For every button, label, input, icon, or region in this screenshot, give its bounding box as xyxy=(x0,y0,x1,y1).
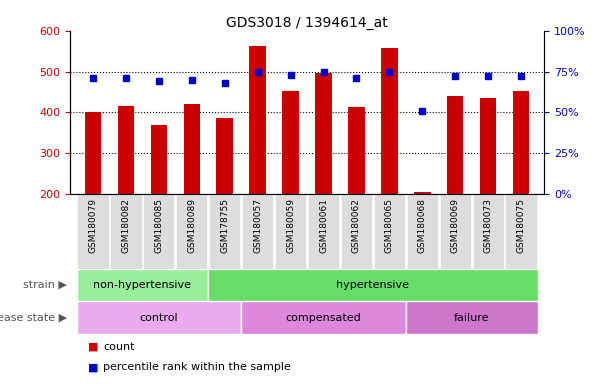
Bar xyxy=(348,107,365,276)
Bar xyxy=(151,124,167,276)
Text: strain ▶: strain ▶ xyxy=(23,280,67,290)
Bar xyxy=(208,269,537,301)
Bar xyxy=(241,301,406,334)
Text: GSM180089: GSM180089 xyxy=(187,198,196,253)
Text: GSM180061: GSM180061 xyxy=(319,198,328,253)
Text: GSM180057: GSM180057 xyxy=(253,198,262,253)
Text: percentile rank within the sample: percentile rank within the sample xyxy=(103,362,291,372)
Text: GSM180082: GSM180082 xyxy=(122,198,130,253)
Text: GSM180062: GSM180062 xyxy=(352,198,361,253)
Bar xyxy=(85,112,101,276)
Bar xyxy=(480,98,496,276)
Bar xyxy=(249,46,266,276)
Bar xyxy=(447,96,463,276)
Text: ■: ■ xyxy=(88,342,98,352)
Bar xyxy=(77,269,208,301)
Text: GSM180085: GSM180085 xyxy=(154,198,164,253)
Bar xyxy=(282,91,299,276)
Bar xyxy=(242,194,273,269)
Bar xyxy=(176,194,207,269)
Bar xyxy=(505,194,537,269)
Text: GSM180073: GSM180073 xyxy=(484,198,492,253)
Text: GSM180079: GSM180079 xyxy=(89,198,97,253)
Text: GSM180068: GSM180068 xyxy=(418,198,427,253)
Text: ■: ■ xyxy=(88,362,98,372)
Bar xyxy=(513,91,530,276)
Text: GSM178755: GSM178755 xyxy=(220,198,229,253)
Bar xyxy=(308,194,339,269)
Bar xyxy=(414,192,430,276)
Bar xyxy=(374,194,405,269)
Text: failure: failure xyxy=(454,313,489,323)
Text: GSM180069: GSM180069 xyxy=(451,198,460,253)
Text: disease state ▶: disease state ▶ xyxy=(0,313,67,323)
Bar xyxy=(77,194,109,269)
Bar xyxy=(316,73,332,276)
Bar xyxy=(275,194,306,269)
Bar xyxy=(440,194,471,269)
Text: compensated: compensated xyxy=(286,313,361,323)
Bar xyxy=(143,194,174,269)
Text: hypertensive: hypertensive xyxy=(336,280,409,290)
Bar xyxy=(381,48,398,276)
Text: GSM180059: GSM180059 xyxy=(286,198,295,253)
Bar xyxy=(209,194,240,269)
Bar xyxy=(216,118,233,276)
Text: control: control xyxy=(139,313,178,323)
Bar xyxy=(184,104,200,276)
Bar xyxy=(406,301,537,334)
Bar xyxy=(77,301,241,334)
Text: count: count xyxy=(103,342,135,352)
Bar xyxy=(118,106,134,276)
Text: non-hypertensive: non-hypertensive xyxy=(94,280,192,290)
Bar xyxy=(110,194,142,269)
Bar xyxy=(472,194,504,269)
Text: GSM180075: GSM180075 xyxy=(517,198,525,253)
Text: GSM180065: GSM180065 xyxy=(385,198,394,253)
Title: GDS3018 / 1394614_at: GDS3018 / 1394614_at xyxy=(226,16,388,30)
Bar xyxy=(407,194,438,269)
Bar xyxy=(341,194,372,269)
